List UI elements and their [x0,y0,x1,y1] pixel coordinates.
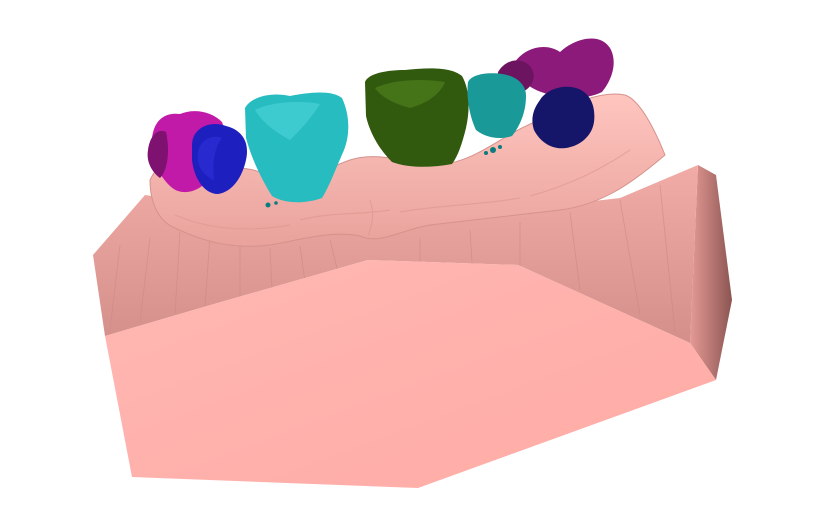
base-right-face [690,165,732,380]
tooth-center-incisor-highlight [375,80,445,108]
gum-texture [174,149,631,237]
tooth-left-premolar-shade [197,136,222,180]
tooth-left-incisor-highlight [255,102,320,140]
tooth-right-premolar [532,86,595,149]
band-facets [109,184,676,333]
tooth-left-molar-dark [147,130,168,178]
base-front-face [105,260,716,488]
tooth-right-incisor [467,73,526,138]
gum-stain-patches [265,145,502,208]
tooth-right-molar [515,38,614,99]
